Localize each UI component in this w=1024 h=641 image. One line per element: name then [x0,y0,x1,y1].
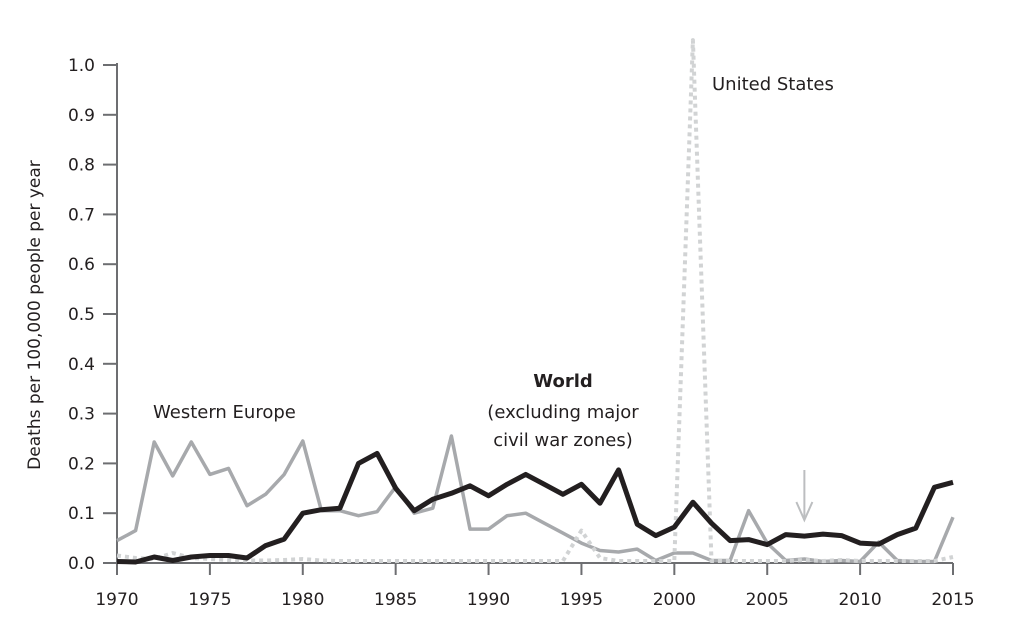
x-tick-label: 1995 [560,590,603,610]
y-tick-label: 0.4 [68,355,95,375]
y-tick-label: 0.3 [68,405,95,425]
series-world [116,450,954,565]
x-tick-label: 2005 [746,590,789,610]
x-tick-label: 1990 [467,590,510,610]
x-tick-label: 2010 [838,590,881,610]
y-tick-label: 0.5 [68,305,95,325]
series-western-europe [116,434,955,564]
y-tick-label: 0.2 [68,454,95,474]
label-world-sub1: (excluding major [487,402,639,423]
x-tick-label: 2000 [653,590,696,610]
label-western-europe: Western Europe [153,402,296,423]
y-tick-label: 0.8 [68,156,95,176]
arrow-head [795,501,814,523]
x-tick-label: 1985 [374,590,417,610]
label-world-sub2: civil war zones) [493,430,633,451]
series-united-states [116,38,954,563]
x-tick-label: 1970 [95,590,138,610]
y-tick-label: 0.6 [68,255,95,275]
x-tick-label: 1975 [188,590,231,610]
label-world: World [533,371,593,392]
y-axis-label: Deaths per 100,000 people per year [25,160,45,470]
axes: 0.0 0.1 0.2 0.3 0.4 0.5 0.6 0.7 0.8 0.9 1.0 1970 197… [68,56,975,610]
y-tick-label: 0.7 [68,205,95,225]
y-tick-label: 0.0 [68,554,95,574]
x-tick-label: 2015 [931,590,974,610]
y-tick-label: 0.9 [68,106,95,126]
y-tick-label: 1.0 [68,56,95,76]
down-arrow-icon [795,470,814,523]
label-united-states: United States [712,74,834,95]
x-tick-label: 1980 [281,590,324,610]
y-tick-label: 0.1 [68,504,95,524]
series-lines [116,38,955,565]
